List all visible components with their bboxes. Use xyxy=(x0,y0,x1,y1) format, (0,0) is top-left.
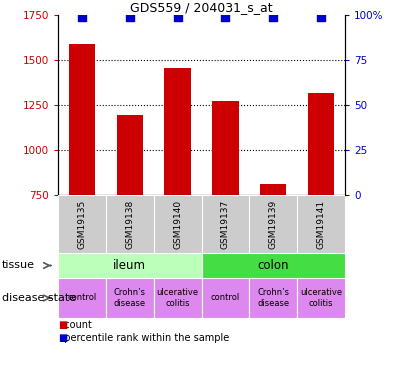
Bar xyxy=(308,93,334,195)
Text: GSM19135: GSM19135 xyxy=(77,200,86,249)
Text: ulcerative
colitis: ulcerative colitis xyxy=(157,288,199,308)
Point xyxy=(174,14,181,20)
Text: GSM19137: GSM19137 xyxy=(221,200,230,249)
Text: control: control xyxy=(67,294,97,303)
Text: ■: ■ xyxy=(58,320,67,330)
Bar xyxy=(297,278,345,318)
Text: GSM19140: GSM19140 xyxy=(173,200,182,249)
Text: colon: colon xyxy=(258,259,289,272)
Point xyxy=(318,14,324,20)
Bar xyxy=(297,195,345,253)
Text: count: count xyxy=(58,320,92,330)
Point xyxy=(79,14,85,20)
Bar xyxy=(106,278,154,318)
Point xyxy=(222,14,229,20)
Text: GSM19141: GSM19141 xyxy=(316,200,326,249)
Bar xyxy=(69,44,95,195)
Bar xyxy=(164,68,191,195)
Text: ileum: ileum xyxy=(113,259,146,272)
Text: tissue: tissue xyxy=(2,261,35,270)
Point xyxy=(270,14,277,20)
Bar xyxy=(201,195,249,253)
Bar xyxy=(212,101,238,195)
Bar xyxy=(58,253,201,278)
Text: GSM19139: GSM19139 xyxy=(269,200,278,249)
Text: ■: ■ xyxy=(58,333,67,343)
Point xyxy=(127,14,133,20)
Bar xyxy=(106,195,154,253)
Text: Crohn’s
disease: Crohn’s disease xyxy=(257,288,289,308)
Bar xyxy=(58,195,106,253)
Bar xyxy=(249,278,297,318)
Text: percentile rank within the sample: percentile rank within the sample xyxy=(58,333,229,343)
Text: Crohn’s
disease: Crohn’s disease xyxy=(114,288,146,308)
Bar xyxy=(117,115,143,195)
Bar xyxy=(154,278,201,318)
Title: GDS559 / 204031_s_at: GDS559 / 204031_s_at xyxy=(130,1,273,14)
Text: disease state: disease state xyxy=(2,293,76,303)
Bar xyxy=(58,278,106,318)
Bar xyxy=(260,184,286,195)
Bar xyxy=(201,253,345,278)
Text: control: control xyxy=(211,294,240,303)
Bar xyxy=(154,195,201,253)
Text: ulcerative
colitis: ulcerative colitis xyxy=(300,288,342,308)
Bar xyxy=(201,278,249,318)
Text: GSM19138: GSM19138 xyxy=(125,200,134,249)
Bar xyxy=(249,195,297,253)
